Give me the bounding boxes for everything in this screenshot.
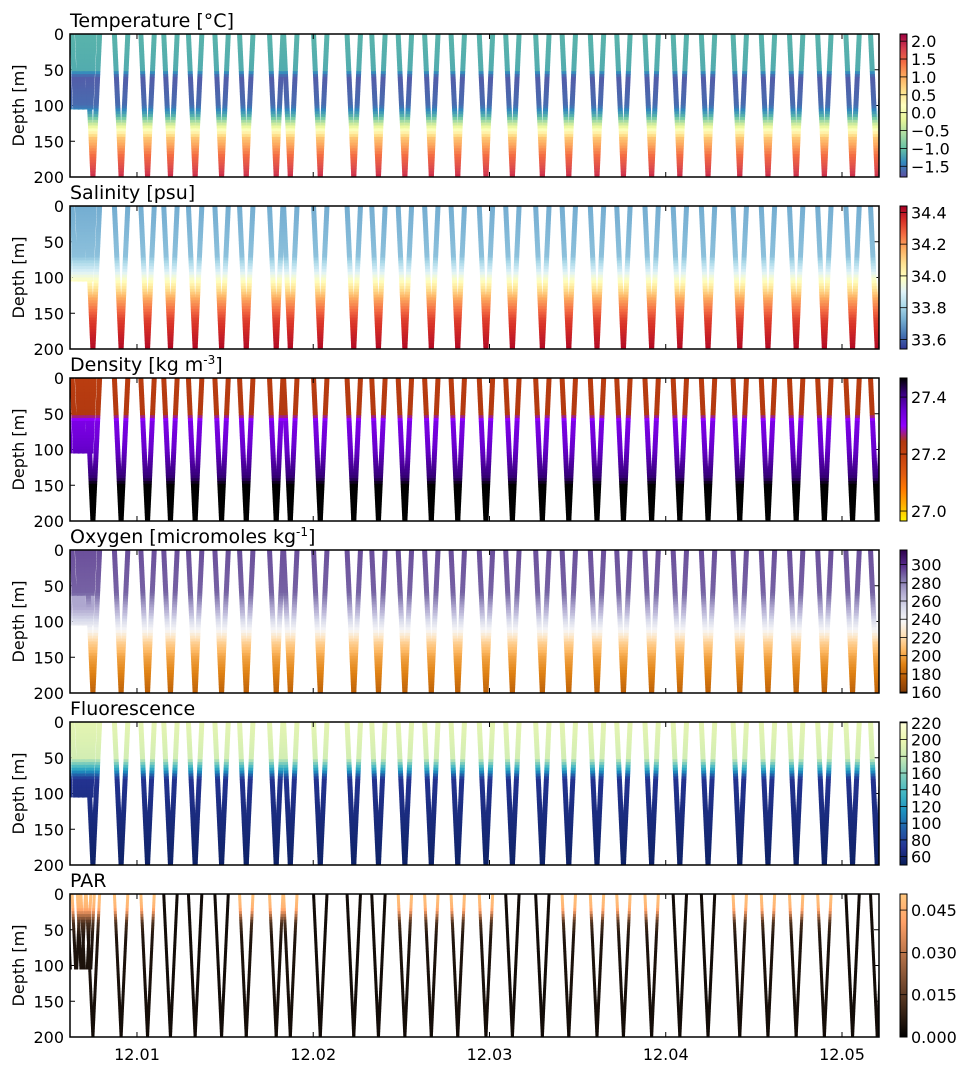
glider-profile	[188, 34, 201, 177]
glider-profile	[114, 34, 127, 177]
glider-profile	[240, 34, 253, 177]
glider-profile	[284, 206, 297, 349]
glider-profile	[164, 34, 177, 177]
glider-profile	[114, 206, 127, 349]
glider-profile	[141, 34, 154, 177]
y-tick-label: 100	[33, 97, 64, 116]
glider-profile	[215, 34, 228, 177]
glider-profile	[761, 34, 774, 177]
glider-profile	[240, 206, 253, 349]
glider-profile	[733, 34, 746, 177]
glider-profile	[673, 34, 686, 177]
glider-profile	[372, 206, 385, 349]
glider-profile	[314, 206, 327, 349]
panel-title: Salinity [psu]	[70, 182, 195, 204]
panel-title: Temperature [°C]	[69, 10, 234, 32]
glider-profile	[451, 206, 464, 349]
glider-profile	[425, 206, 438, 349]
colorbar-tick-label: −1.5	[911, 157, 950, 176]
y-tick-label: 200	[33, 168, 64, 187]
y-tick-label: 50	[44, 61, 64, 80]
colorbar-gradient	[900, 34, 907, 177]
glider-profile	[789, 34, 802, 177]
y-tick-label: 150	[33, 304, 64, 323]
y-axis-label: Depth [m]	[9, 237, 28, 319]
y-tick-label: 100	[33, 269, 64, 288]
glider-profile	[562, 34, 575, 177]
glider-profile	[645, 34, 658, 177]
colorbar-tick-label: −1.0	[911, 139, 950, 158]
colorbar-tick-label: −0.5	[911, 122, 950, 141]
panel-0: Temperature [°C] Depth [m] 0 50 100 150 200 2.0…	[9, 10, 950, 187]
glider-profile	[590, 34, 603, 177]
glider-profile	[536, 34, 549, 177]
glider-profile	[141, 206, 154, 349]
y-axis-label: Depth [m]	[9, 65, 28, 147]
profiles	[67, 34, 884, 177]
glider-profile	[617, 34, 630, 177]
glider-profile	[398, 206, 411, 349]
glider-profile	[425, 34, 438, 177]
glider-profile	[284, 34, 297, 177]
glider-profile	[347, 34, 360, 177]
y-tick-label: 50	[44, 233, 64, 252]
colorbar-tick-label: 2.0	[911, 32, 936, 51]
glider-profile	[270, 34, 283, 177]
glider-profile	[270, 206, 283, 349]
y-tick-label: 0	[54, 25, 64, 44]
y-tick-label: 200	[33, 340, 64, 359]
colorbar-tick-label: 1.5	[911, 50, 936, 69]
glider-profile	[372, 34, 385, 177]
y-tick-label: 150	[33, 132, 64, 151]
colorbar-tick-label: 0.0	[911, 104, 936, 123]
glider-profile	[818, 34, 831, 177]
glider-profile	[451, 34, 464, 177]
glider-profile	[215, 206, 228, 349]
glider-profile	[506, 34, 519, 177]
glider-profile	[188, 206, 201, 349]
colorbar-tick-label: 1.0	[911, 68, 936, 87]
glider-profile	[701, 34, 714, 177]
glider-profile	[164, 206, 177, 349]
panel-1: Salinity [psu]Depth [m]05010015020034.43…	[9, 182, 947, 359]
colorbar: 2.01.51.00.50.0−0.5−1.0−1.5	[900, 32, 950, 177]
colorbar-tick-label: 0.5	[911, 86, 936, 105]
glider-profile	[398, 34, 411, 177]
profiles	[67, 206, 884, 349]
glider-profile	[347, 206, 360, 349]
glider-profile	[846, 34, 859, 177]
glider-profile	[314, 34, 327, 177]
glider-profile	[479, 34, 492, 177]
y-tick-label: 0	[54, 197, 64, 216]
